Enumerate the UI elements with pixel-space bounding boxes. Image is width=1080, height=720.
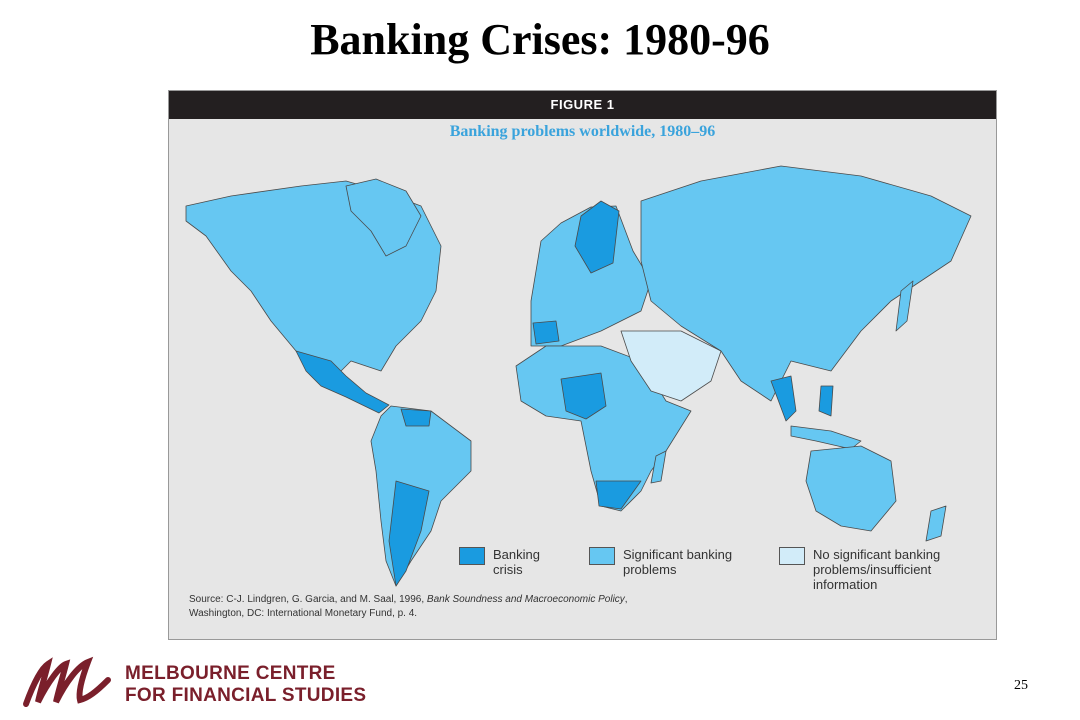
southern-africa: [595, 480, 642, 510]
mexico: [295, 350, 390, 414]
greenland: [345, 178, 422, 257]
spain: [532, 320, 560, 345]
indonesia: [790, 425, 862, 450]
source-title: Bank Soundness and Macroeconomic Policy: [426, 594, 625, 605]
logo-text: FOR FINANCIAL STUDIES: [125, 685, 367, 706]
scandinavia: [574, 200, 620, 274]
japan: [895, 280, 914, 332]
legend-item: No significant banking problems/insuffic…: [779, 547, 979, 592]
thailand-malaysia: [770, 375, 797, 422]
source-text: Source: C-J. Lindgren, G. Garcia, and M.…: [189, 594, 425, 605]
legend-item: Banking crisis: [459, 547, 569, 592]
legend-swatch: [589, 547, 615, 565]
legend-item: Significant banking problems: [589, 547, 759, 592]
logo-mark: [23, 656, 111, 707]
philippines: [818, 385, 834, 417]
figure-label: FIGURE 1: [169, 91, 996, 119]
asia: [640, 165, 972, 402]
west-africa: [560, 372, 607, 420]
australia: [805, 445, 897, 532]
source-text: , Washington, DC: International Monetary…: [189, 594, 628, 619]
legend-label: Significant banking problems: [623, 547, 733, 577]
figure: FIGURE 1 Banking problems worldwide, 198…: [168, 90, 997, 640]
europe: [530, 205, 652, 347]
africa: [515, 345, 692, 512]
legend-label: No significant banking problems/insuffic…: [813, 547, 941, 592]
new-zealand: [925, 505, 947, 542]
page-number: 25: [1014, 678, 1028, 693]
middle-east: [620, 330, 722, 402]
legend-swatch: [779, 547, 805, 565]
slide-title: Banking Crises: 1980-96: [310, 15, 770, 64]
source-note: Source: C-J. Lindgren, G. Garcia, and M.…: [189, 593, 659, 621]
logo-stroke: [23, 656, 111, 707]
madagascar: [650, 450, 667, 484]
logo-text: MELBOURNE CENTRE: [125, 663, 336, 684]
figure-subtitle: Banking problems worldwide, 1980–96: [449, 123, 716, 140]
legend-label: Banking crisis: [493, 547, 540, 577]
legend: Banking crisis Significant banking proble…: [459, 547, 979, 592]
venezuela: [400, 408, 432, 427]
legend-swatch: [459, 547, 485, 565]
world-map: [185, 165, 972, 587]
argentina: [388, 480, 430, 587]
